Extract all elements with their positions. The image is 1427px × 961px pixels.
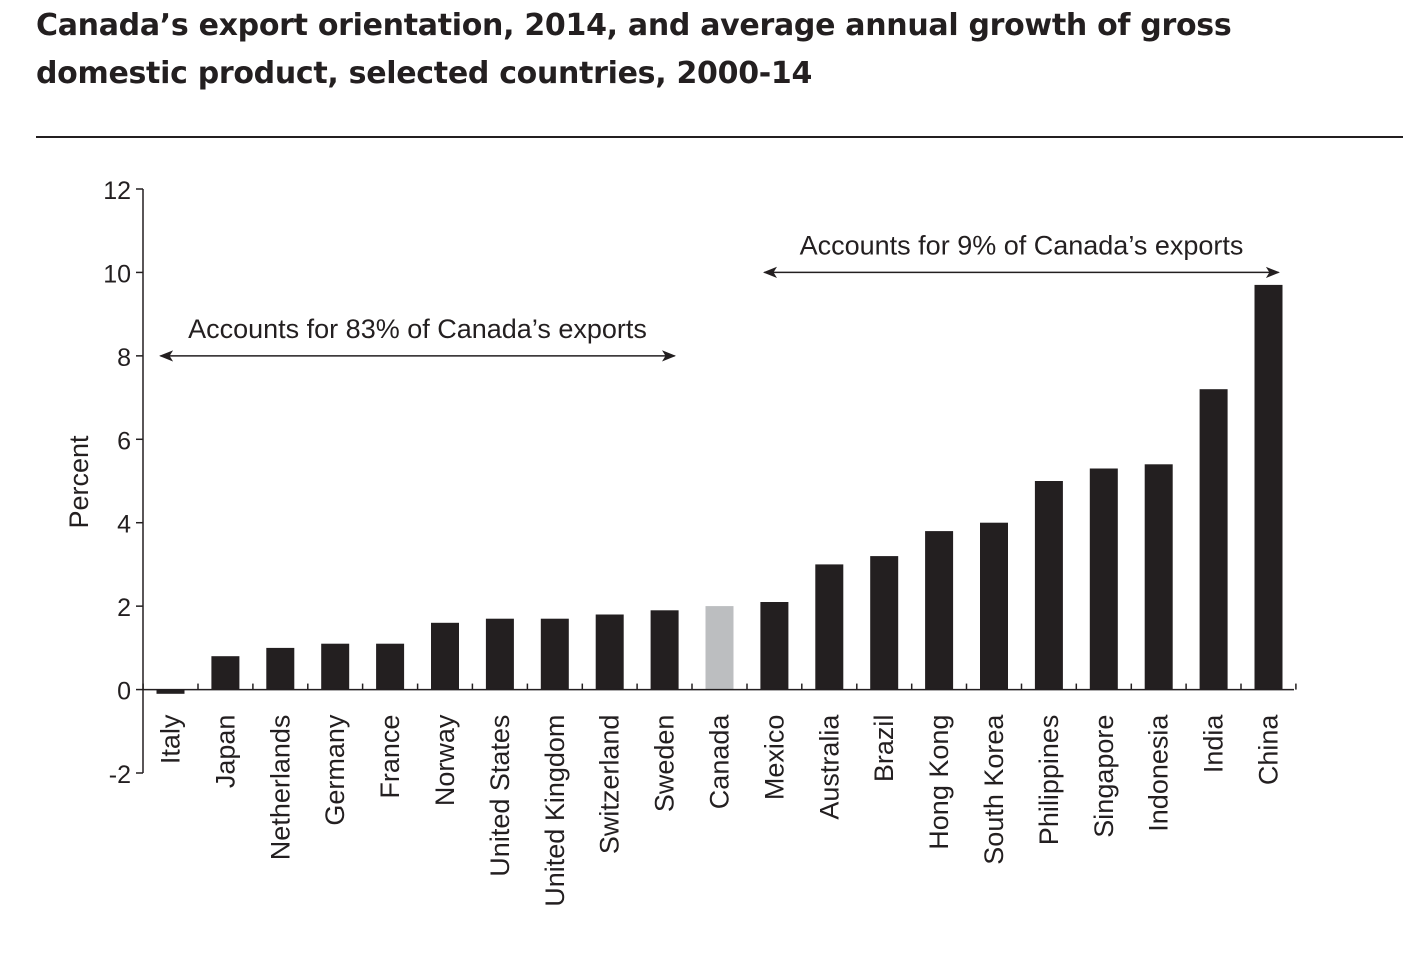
bar-united-states [485,618,514,690]
x-tick-label: South Korea [979,714,1009,865]
x-axis: Italy Japan Netherlands Germany France Norway… [142,683,1297,907]
annotation-label: Accounts for 9% of Canada’s exports [800,230,1244,260]
bar-canada [705,606,734,690]
chart-title: Canada’s export orientation, 2014, and a… [36,8,1232,91]
x-tick-label: Brazil [869,715,899,783]
bar-japan [211,656,240,690]
y-tick-label: 12 [103,177,131,205]
y-tick-label: 4 [117,511,131,539]
y-tick-label: 10 [103,260,131,288]
x-tick-label: Canada [705,714,735,810]
bar-sweden [650,610,679,690]
x-tick-label: Philippines [1034,715,1064,846]
x-tick-label: Japan [210,715,240,789]
title-divider [36,136,1403,138]
bar-mexico [760,602,789,690]
x-tick-label: Singapore [1089,715,1119,838]
bar-hong-kong [925,531,954,690]
x-tick-label: Germany [320,714,350,826]
x-tick-label: Hong Kong [924,715,954,850]
y-tick-label: 0 [117,678,131,706]
x-tick-label: France [375,715,405,799]
x-tick-label: India [1199,714,1229,774]
x-tick-label: Sweden [650,715,680,813]
x-tick-label: Italy [156,714,186,764]
bar-australia [815,564,844,690]
bar-india [1199,389,1228,690]
bar-germany [321,643,350,690]
x-tick-label: Netherlands [265,715,295,861]
x-tick-label: Australia [814,714,844,820]
x-tick-label: Indonesia [1144,714,1174,832]
y-tick-label: -2 [109,761,131,789]
bar-philippines [1034,481,1063,690]
bar-indonesia [1144,464,1173,690]
x-tick-label: United Kingdom [540,715,570,907]
bars [156,284,1283,694]
bar-china [1254,284,1283,690]
bar-netherlands [266,647,295,690]
x-tick-label: United States [485,715,515,877]
bar-south-korea [980,522,1008,690]
bar-france [376,643,405,690]
bar-united-kingdom [540,618,569,690]
bar-singapore [1089,468,1118,690]
annotation-label: Accounts for 83% of Canada’s exports [188,314,647,344]
bar-italy [156,689,185,694]
bar-norway [431,622,459,690]
bar-switzerland [595,614,624,690]
y-tick-label: 8 [117,344,131,372]
y-axis-label: Percent [64,435,94,529]
y-tick-label: 2 [117,594,131,622]
x-tick-label: Switzerland [595,715,625,855]
annotations: Accounts for 83% of Canada’s exports Acco… [159,230,1280,362]
x-tick-label: China [1254,714,1284,786]
x-tick-label: Mexico [759,715,789,801]
bar-brazil [870,556,899,690]
y-tick-label: 6 [117,427,131,455]
x-tick-label: Norway [430,714,460,806]
y-axis: -2 0 2 4 6 8 10 12 [103,177,144,789]
